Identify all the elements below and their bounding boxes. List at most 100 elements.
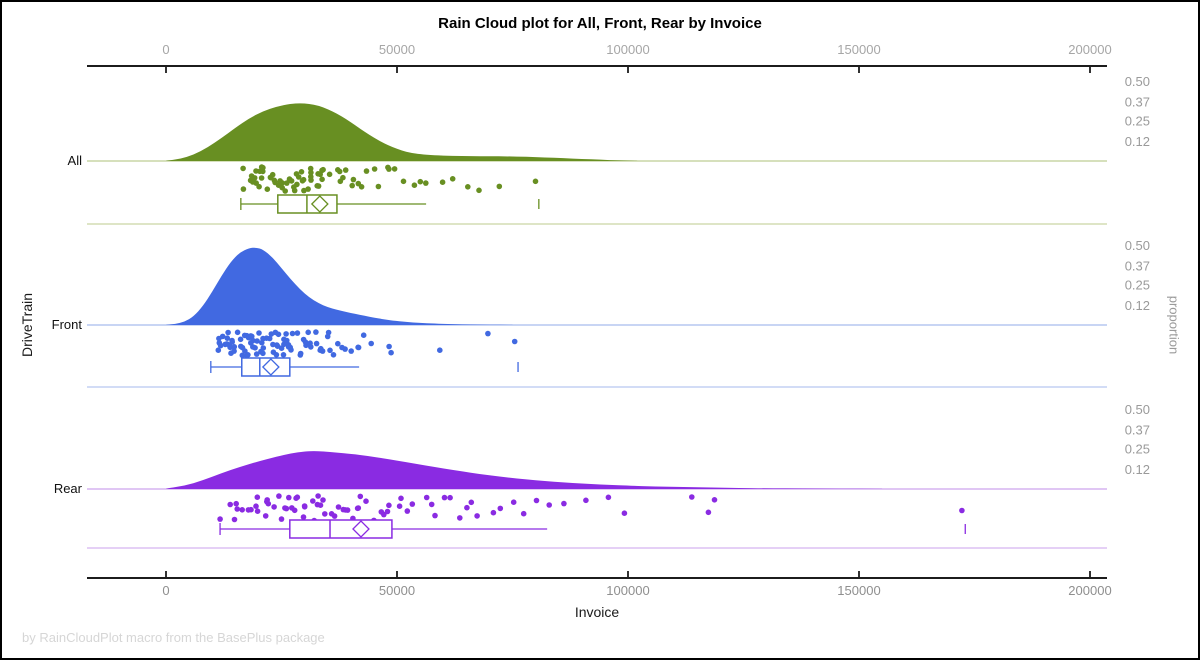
rain-point: [317, 502, 324, 509]
rain-point: [411, 182, 418, 188]
rain-point: [330, 352, 337, 358]
rain-point: [336, 168, 343, 175]
rain-point: [215, 347, 222, 354]
density-curve-rear: [166, 451, 883, 489]
rain-point: [476, 187, 482, 194]
rain-point: [331, 513, 338, 519]
rain-point: [308, 169, 314, 176]
rain-point: [319, 176, 325, 183]
proportion-tick-label: 0.37: [1125, 423, 1150, 438]
rain-point: [441, 494, 448, 501]
rain-point: [313, 340, 320, 347]
rain-point: [520, 510, 527, 517]
rain-point: [322, 511, 328, 517]
rain-point: [245, 352, 251, 358]
rain-point: [282, 188, 289, 194]
rain-point: [227, 344, 233, 351]
rain-point: [307, 165, 314, 172]
box-plot-all: [240, 194, 540, 214]
rain-point: [474, 513, 480, 519]
rain-point: [295, 174, 302, 180]
y-axis-title-drivetrain: DriveTrain: [19, 292, 35, 358]
mean-diamond: [352, 520, 370, 538]
rain-point: [354, 505, 361, 512]
rain-point: [231, 516, 238, 523]
rain-point: [260, 350, 266, 357]
rain-point: [344, 507, 351, 513]
rain-point: [423, 494, 430, 501]
rain-point: [256, 330, 262, 336]
rain-point: [271, 177, 278, 184]
rain-point: [297, 352, 304, 358]
rain-point: [231, 344, 238, 350]
chart-title: Rain Cloud plot for All, Front, Rear by …: [438, 15, 762, 32]
rain-point: [465, 184, 471, 190]
rain-point: [349, 182, 356, 189]
rain-point: [284, 337, 290, 344]
rain-point: [253, 351, 260, 357]
rain-point: [400, 178, 407, 185]
rain-point: [229, 337, 235, 344]
rain-point: [277, 178, 283, 184]
rain-point: [240, 186, 247, 192]
rain-point: [276, 493, 282, 499]
rain-point: [240, 165, 246, 172]
rain-point: [368, 340, 375, 347]
right-axis-title-proportion: proportion: [1166, 295, 1182, 355]
rain-point: [711, 497, 718, 503]
rain-point: [217, 342, 224, 349]
rain-point: [298, 169, 305, 175]
rain-point: [286, 494, 292, 501]
bottom-axis-tick-label: 0: [162, 583, 169, 598]
mean-diamond: [310, 195, 329, 213]
rain-point: [439, 179, 446, 185]
rain-point: [254, 338, 260, 344]
top-axis-tick-label: 100000: [606, 42, 649, 57]
rain-point: [497, 505, 504, 512]
box-plot-front: [210, 357, 519, 377]
rain-point: [621, 510, 628, 516]
top-axis-tick-label: 150000: [837, 42, 880, 57]
rain-point: [291, 507, 298, 514]
rain-point: [288, 347, 294, 353]
rain-point: [510, 499, 517, 506]
rain-point: [355, 344, 361, 351]
rain-point: [291, 187, 298, 194]
rain-point: [959, 507, 965, 514]
rain-point: [254, 494, 261, 501]
rain-point: [320, 166, 326, 173]
rain-point: [428, 501, 435, 508]
rain-point: [305, 329, 312, 336]
rain-point: [437, 347, 443, 354]
rain-point: [386, 166, 392, 172]
bottom-axis-tick-label: 50000: [379, 583, 415, 598]
rain-point: [485, 330, 491, 337]
rain-point: [391, 166, 398, 172]
rain-point: [357, 493, 364, 500]
x-axis-title: Invoice: [574, 604, 620, 620]
box-plot-rear: [219, 519, 966, 539]
rain-point: [231, 348, 237, 354]
density-curve-front: [166, 247, 513, 325]
rain-point: [258, 164, 265, 170]
rain-point: [239, 507, 245, 513]
rain-point: [705, 509, 712, 516]
rain-point: [224, 335, 231, 342]
rain-point: [283, 331, 289, 337]
rain-point: [271, 504, 277, 510]
proportion-tick-label: 0.37: [1125, 259, 1150, 274]
rain-point: [280, 352, 287, 358]
rain-point: [245, 507, 252, 513]
rain-point: [384, 508, 391, 515]
rain-point: [269, 171, 276, 178]
rain-point: [417, 178, 424, 185]
rain-point: [258, 175, 265, 181]
rain-point: [260, 168, 266, 175]
attribution-note: by RainCloudPlot macro from the BasePlus…: [22, 630, 325, 645]
bottom-axis-tick-label: 150000: [837, 583, 880, 598]
rain-point: [294, 181, 300, 188]
rain-point: [307, 340, 313, 347]
rain-point: [546, 502, 552, 508]
proportion-tick-label: 0.25: [1125, 278, 1150, 293]
